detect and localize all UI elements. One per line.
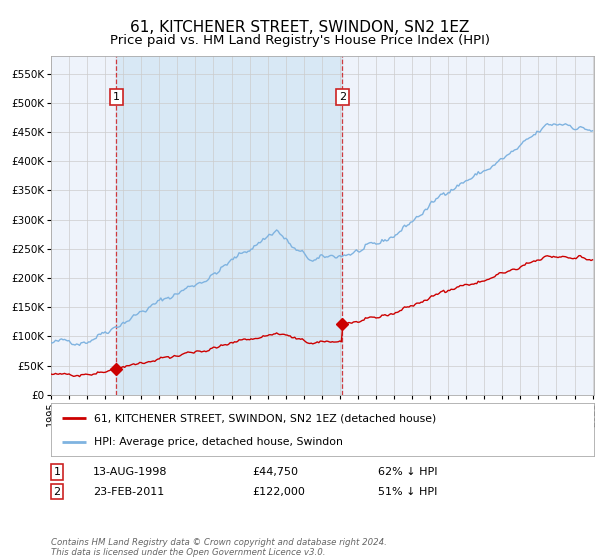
Text: Contains HM Land Registry data © Crown copyright and database right 2024.
This d: Contains HM Land Registry data © Crown c… (51, 538, 387, 557)
Text: 1: 1 (113, 92, 120, 102)
Text: HPI: Average price, detached house, Swindon: HPI: Average price, detached house, Swin… (94, 436, 343, 446)
Text: 13-AUG-1998: 13-AUG-1998 (93, 467, 167, 477)
Text: £44,750: £44,750 (252, 467, 298, 477)
Text: 62% ↓ HPI: 62% ↓ HPI (378, 467, 437, 477)
Text: Price paid vs. HM Land Registry's House Price Index (HPI): Price paid vs. HM Land Registry's House … (110, 34, 490, 46)
Text: 61, KITCHENER STREET, SWINDON, SN2 1EZ: 61, KITCHENER STREET, SWINDON, SN2 1EZ (130, 20, 470, 35)
Text: 1: 1 (53, 467, 61, 477)
Bar (116, 56, 343, 395)
Text: 2: 2 (339, 92, 346, 102)
Text: £122,000: £122,000 (252, 487, 305, 497)
Text: 23-FEB-2011: 23-FEB-2011 (93, 487, 164, 497)
Text: 2: 2 (53, 487, 61, 497)
Text: 61, KITCHENER STREET, SWINDON, SN2 1EZ (detached house): 61, KITCHENER STREET, SWINDON, SN2 1EZ (… (94, 413, 437, 423)
Text: 51% ↓ HPI: 51% ↓ HPI (378, 487, 437, 497)
